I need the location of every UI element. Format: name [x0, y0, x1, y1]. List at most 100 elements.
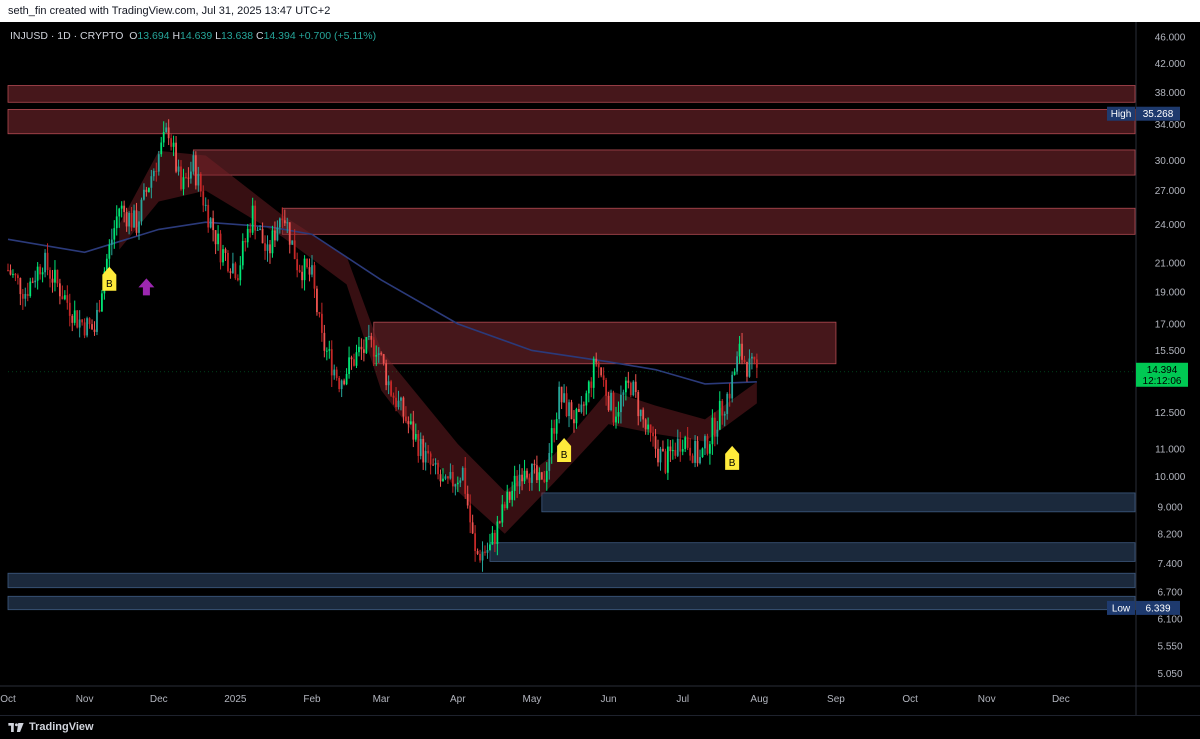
time-tick-label: Apr	[450, 694, 466, 705]
candle-body	[264, 243, 266, 251]
price-tick-label: 7.400	[1157, 559, 1182, 570]
candle-body	[66, 295, 69, 303]
candle-body	[461, 467, 464, 481]
support-zone-3	[7, 595, 1136, 611]
price-tick-label: 5.050	[1157, 669, 1182, 680]
candle-body	[375, 354, 378, 357]
candle-body	[123, 205, 126, 213]
candle-body	[98, 309, 101, 312]
candle-body	[320, 313, 323, 333]
candle-body	[152, 170, 155, 177]
legend-symbol: INJUSD · 1D · CRYPTO	[10, 30, 124, 42]
time-tick-label: Feb	[303, 694, 321, 705]
candle-body	[358, 346, 360, 353]
candle-body	[620, 394, 622, 413]
candle-body	[429, 453, 432, 465]
candle-body	[88, 318, 91, 325]
candle-body	[207, 204, 210, 228]
candle-body	[167, 127, 170, 139]
candle-body	[76, 310, 79, 328]
time-tick-label: Oct	[0, 694, 16, 705]
candle-body	[86, 318, 88, 336]
low-marker-value-box	[1136, 600, 1180, 615]
candle-body	[615, 416, 617, 423]
price-tick-label: 21.000	[1155, 259, 1186, 270]
candle-body	[701, 448, 704, 458]
candle-body	[29, 281, 32, 296]
low-marker-tag-label: Low	[1112, 603, 1131, 614]
candle-body	[345, 373, 348, 385]
candlestick-chart[interactable]: B B B 46.000 42.000 38.000 34.000 30.000 27.000 2…	[0, 22, 1200, 715]
candle-body	[175, 142, 177, 172]
candle-body	[202, 191, 205, 206]
candle-body	[105, 258, 108, 272]
candle-body	[484, 551, 486, 553]
candle-body	[535, 465, 538, 481]
resistance-zone-0	[7, 85, 1136, 103]
candle-body	[301, 271, 304, 281]
up-arrow-icon-0	[138, 278, 155, 296]
candle-body	[545, 470, 548, 482]
price-tick-label: 46.000	[1155, 33, 1186, 44]
time-tick-label: Nov	[76, 694, 94, 705]
candle-body	[12, 273, 14, 275]
candle-body	[590, 381, 593, 388]
candle-body	[662, 448, 664, 452]
candle-body	[91, 324, 93, 330]
candle-body	[543, 479, 546, 482]
candle-body	[550, 428, 553, 454]
candle-body	[298, 270, 301, 272]
candle-body	[172, 142, 175, 147]
candle-body	[330, 349, 333, 376]
candle-body	[400, 397, 402, 401]
candle-body	[513, 475, 516, 491]
candle-body	[288, 222, 291, 245]
chart-area[interactable]: B B B 46.000 42.000 38.000 34.000 30.000 27.000 2…	[0, 22, 1200, 715]
candle-body	[338, 377, 341, 390]
candle-body	[313, 265, 316, 289]
candle-body	[753, 356, 756, 360]
candle-body	[133, 210, 135, 228]
candle-body	[409, 421, 412, 424]
low-marker-value: 6.339	[1145, 603, 1170, 614]
candle-body	[711, 417, 714, 445]
candle-body	[721, 400, 724, 416]
caption-text: seth_fin created with TradingView.com, J…	[8, 5, 331, 17]
candle-body	[229, 271, 232, 273]
price-tick-label: 15.500	[1155, 346, 1186, 357]
candle-body	[466, 493, 469, 506]
candle-body	[676, 438, 679, 456]
candle-body	[610, 392, 612, 411]
support-zone-1	[489, 542, 1136, 562]
footer-bar: TradingView	[0, 715, 1200, 738]
candle-body	[145, 189, 148, 192]
low-marker-tag	[1107, 600, 1135, 615]
candle-body	[733, 371, 736, 375]
candle-body	[125, 212, 128, 227]
candle-body	[232, 263, 234, 273]
candle-body	[560, 386, 563, 403]
tradingview-brand[interactable]: TradingView	[8, 716, 94, 739]
candle-body	[493, 532, 496, 545]
price-tick-label: 6.100	[1157, 614, 1182, 625]
candle-body	[434, 462, 437, 465]
candle-body	[521, 474, 523, 482]
candle-body	[414, 434, 417, 440]
symbol-legend: INJUSD · 1D · CRYPTO O13.694 H14.639 L13…	[10, 30, 377, 42]
candle-body	[353, 359, 355, 366]
candle-body	[531, 463, 533, 483]
candle-body	[392, 395, 395, 398]
candle-body	[199, 173, 202, 192]
time-tick-label: Mar	[373, 694, 391, 705]
candle-body	[671, 449, 674, 452]
support-zone-2	[7, 572, 1136, 589]
candle-body	[266, 244, 269, 251]
time-tick-label: Jul	[676, 694, 689, 705]
price-tick-label: 19.000	[1155, 287, 1186, 298]
candle-body	[738, 343, 741, 357]
buy-signal-marker-0	[102, 266, 117, 291]
candle-body	[328, 349, 331, 351]
price-tick-label: 9.000	[1157, 502, 1182, 513]
candle-body	[419, 438, 422, 456]
candle-body	[508, 491, 511, 500]
